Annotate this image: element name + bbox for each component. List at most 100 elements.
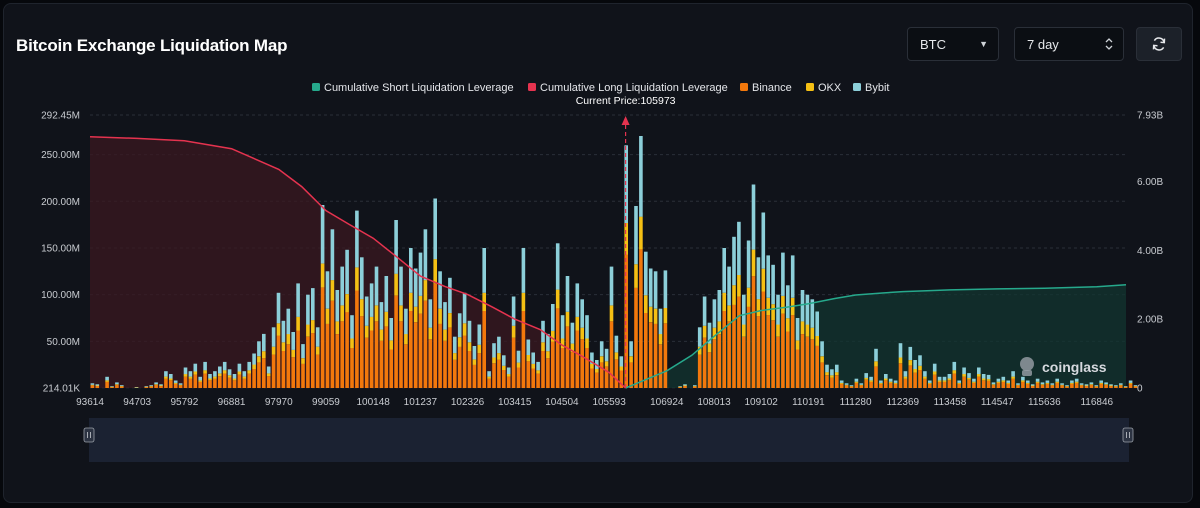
binance-bar (350, 348, 354, 388)
okx-bar (394, 273, 398, 296)
bybit-bar (374, 266, 379, 306)
okx-bar (986, 379, 991, 381)
bybit-bar (1084, 384, 1089, 386)
bybit-bar (800, 290, 805, 322)
binance-bar (423, 300, 428, 388)
binance-bar (869, 381, 873, 388)
x-tick-label: 97970 (265, 397, 293, 408)
bybit-bar (301, 344, 305, 359)
bybit-bar (604, 348, 609, 362)
bybit-bar (898, 343, 903, 358)
bybit-bar (1001, 376, 1006, 381)
bybit-bar (188, 371, 193, 377)
bybit-bar (756, 257, 761, 300)
binance-bar (257, 362, 261, 388)
okx-bar (404, 334, 408, 345)
bybit-bar (433, 198, 437, 260)
binance-bar (746, 306, 751, 388)
okx-bar (242, 376, 247, 379)
binance-bar (771, 320, 775, 388)
okx-bar (350, 338, 354, 348)
okx-bar (1074, 381, 1079, 383)
refresh-button[interactable] (1136, 27, 1182, 61)
bybit-bar (262, 333, 266, 352)
legend-swatch (853, 83, 861, 91)
bybit-bar (986, 374, 991, 380)
okx-bar (678, 386, 682, 388)
okx-bar (330, 280, 335, 301)
bybit-bar (399, 266, 403, 306)
legend-swatch (312, 83, 320, 91)
binance-bar (590, 368, 594, 388)
bybit-bar (149, 385, 153, 387)
legend-swatch (528, 83, 536, 91)
bybit-bar (1065, 385, 1069, 387)
binance-bar (742, 336, 746, 388)
y-right-tick-label: 7.93B (1137, 111, 1163, 122)
binance-bar (844, 385, 849, 388)
binance-bar (629, 362, 633, 388)
legend-label: OKX (818, 82, 842, 94)
okx-bar (1035, 381, 1040, 383)
binance-bar (1050, 385, 1055, 388)
okx-bar (149, 386, 153, 387)
okx-bar (1006, 382, 1010, 384)
binance-bar (418, 313, 423, 388)
navigator-handle-right[interactable] (1122, 427, 1134, 443)
binance-bar (619, 370, 624, 388)
okx-bar (257, 356, 261, 363)
bybit-bar (560, 315, 565, 339)
okx-bar (555, 289, 560, 309)
binance-bar (364, 337, 369, 388)
okx-bar (835, 372, 839, 376)
bybit-bar (1089, 382, 1094, 385)
binance-bar (188, 378, 193, 388)
okx-bar (751, 249, 756, 277)
axes: 214.01K 50.00M 100.00M 150.00M 200.00M 250.00… (41, 111, 1163, 409)
binance-bar (585, 348, 589, 388)
binance-bar (462, 335, 467, 388)
bybit-bar (115, 382, 119, 385)
bybit-bar (1011, 371, 1015, 377)
binance-bar (893, 383, 898, 388)
binance-bar (325, 323, 330, 388)
bybit-bar (820, 341, 824, 357)
long-cumulative-line (89, 135, 627, 389)
binance-bar (399, 321, 403, 388)
range-select[interactable]: 7 day (1014, 27, 1124, 61)
binance-bar (541, 351, 545, 388)
okx-bar (320, 263, 325, 288)
binance-bar (281, 351, 286, 388)
binance-bar (942, 381, 947, 388)
okx-bar (697, 346, 702, 355)
okx-bar (546, 351, 550, 359)
okx-bar (869, 380, 873, 382)
okx-bar (531, 363, 535, 369)
bybit-bar (1021, 376, 1025, 381)
symbol-select[interactable]: BTC ▼ (907, 27, 999, 61)
bybit-bar (1045, 380, 1050, 383)
binance-bar (761, 291, 766, 388)
okx-bar (761, 268, 766, 292)
bybit-bar (271, 327, 276, 347)
bybit-bar (1016, 383, 1020, 385)
binance-bar (565, 326, 570, 388)
binance-bar (482, 311, 486, 388)
okx-bar (977, 374, 981, 377)
okx-bar (291, 349, 295, 358)
bybit-bar (624, 145, 628, 223)
okx-bar (839, 382, 844, 384)
binance-bar (737, 296, 741, 388)
okx-bar (918, 365, 922, 370)
okx-bar (712, 327, 717, 340)
binance-bar (1060, 385, 1064, 388)
binance-bar (1079, 385, 1084, 388)
binance-bar (242, 378, 247, 388)
binance-bar (604, 366, 609, 388)
bybit-bar (413, 268, 418, 307)
okx-bar (1109, 385, 1113, 386)
range-navigator[interactable] (83, 418, 1134, 462)
navigator-handle-left[interactable] (83, 427, 95, 443)
okx-bar (815, 335, 819, 346)
x-tick-label: 93614 (76, 397, 104, 408)
